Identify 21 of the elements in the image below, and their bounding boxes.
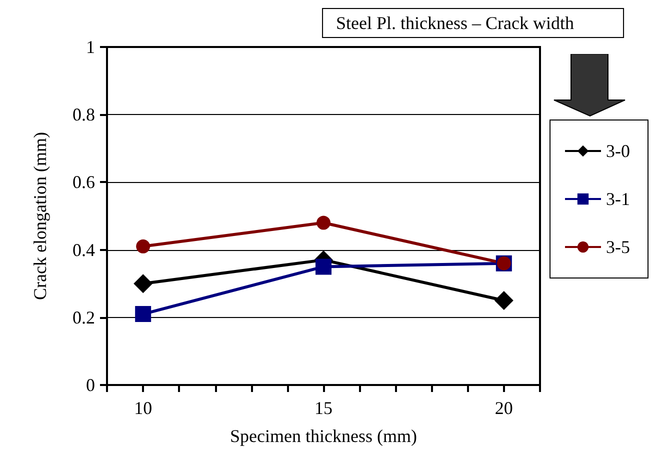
point <box>134 274 153 294</box>
y-tick-label: 0.4 <box>72 240 95 260</box>
chart-title: Steel Pl. thickness – Crack width <box>336 13 574 33</box>
y-tick-label: 1 <box>86 37 95 57</box>
x-tick-label: 10 <box>134 398 152 418</box>
y-tick-label: 0 <box>86 375 95 395</box>
point <box>135 306 152 322</box>
y-axis-title: Crack elongation (mm) <box>30 132 50 300</box>
y-tick-label: 0.6 <box>72 172 95 192</box>
y-tick-label: 0.8 <box>72 104 95 125</box>
legend-label: 3-0 <box>606 141 630 161</box>
point <box>316 258 332 275</box>
x-axis-title: Specimen thickness (mm) <box>230 426 417 446</box>
x-tick-label: 20 <box>494 398 513 418</box>
point <box>136 239 150 254</box>
x-tick-label: 15 <box>314 398 332 418</box>
legend-label: 3-5 <box>606 237 630 257</box>
legend-label: 3-1 <box>606 189 630 209</box>
point <box>494 291 514 310</box>
y-tick-label: 0.2 <box>72 307 95 328</box>
point <box>316 216 330 230</box>
